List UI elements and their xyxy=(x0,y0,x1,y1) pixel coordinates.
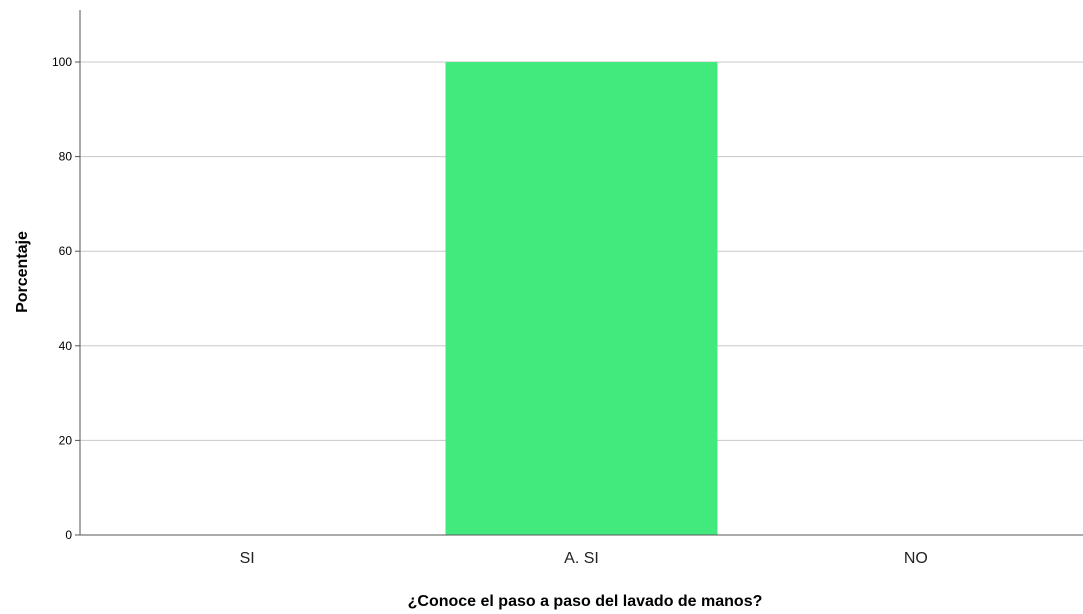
y-tick-label-40: 40 xyxy=(59,339,73,353)
x-axis-title: ¿Conoce el paso a paso del lavado de man… xyxy=(408,593,763,610)
bar-2 xyxy=(445,62,718,535)
x-tick-label-1: SI xyxy=(240,550,255,567)
x-tick-label-2: A. SI xyxy=(564,550,599,567)
y-tick-labels: 0 20 40 60 80 100 xyxy=(52,55,72,542)
y-axis-title: Porcentaje xyxy=(14,231,31,313)
y-tick-label-20: 20 xyxy=(59,433,73,447)
y-tick-label-100: 100 xyxy=(52,55,72,69)
y-tick-label-0: 0 xyxy=(65,528,72,542)
bars xyxy=(445,62,718,535)
x-tick-label-3: NO xyxy=(904,550,928,567)
axes xyxy=(75,10,1083,536)
y-tick-label-60: 60 xyxy=(59,244,73,258)
x-tick-labels: SI A. SI NO xyxy=(240,550,928,567)
y-tick-label-80: 80 xyxy=(59,150,73,164)
